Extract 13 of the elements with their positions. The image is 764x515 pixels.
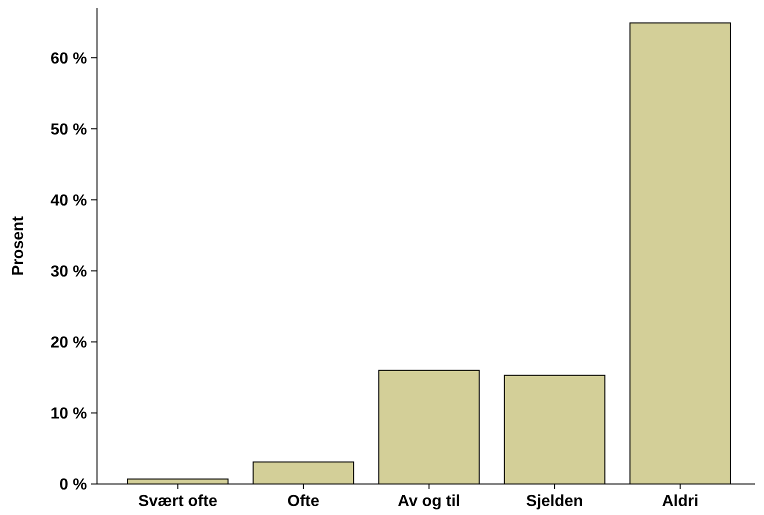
y-tick-label: 0 % (59, 476, 87, 494)
y-axis-title: Prosent (10, 216, 27, 276)
x-tick-label: Svært ofte (138, 493, 218, 510)
y-tick-label: 50 % (50, 121, 87, 138)
y-tick-label: 40 % (50, 192, 87, 210)
y-tick-label: 10 % (50, 406, 87, 423)
x-tick-label: Ofte (287, 493, 320, 510)
y-tick-label: 30 % (50, 263, 87, 280)
x-tick-label: Aldri (662, 493, 698, 510)
x-tick-label: Sjelden (526, 493, 584, 510)
y-tick-label: 60 % (50, 50, 87, 68)
x-tick-label: Av og til (398, 493, 460, 510)
y-tick-label: 20 % (50, 334, 87, 352)
